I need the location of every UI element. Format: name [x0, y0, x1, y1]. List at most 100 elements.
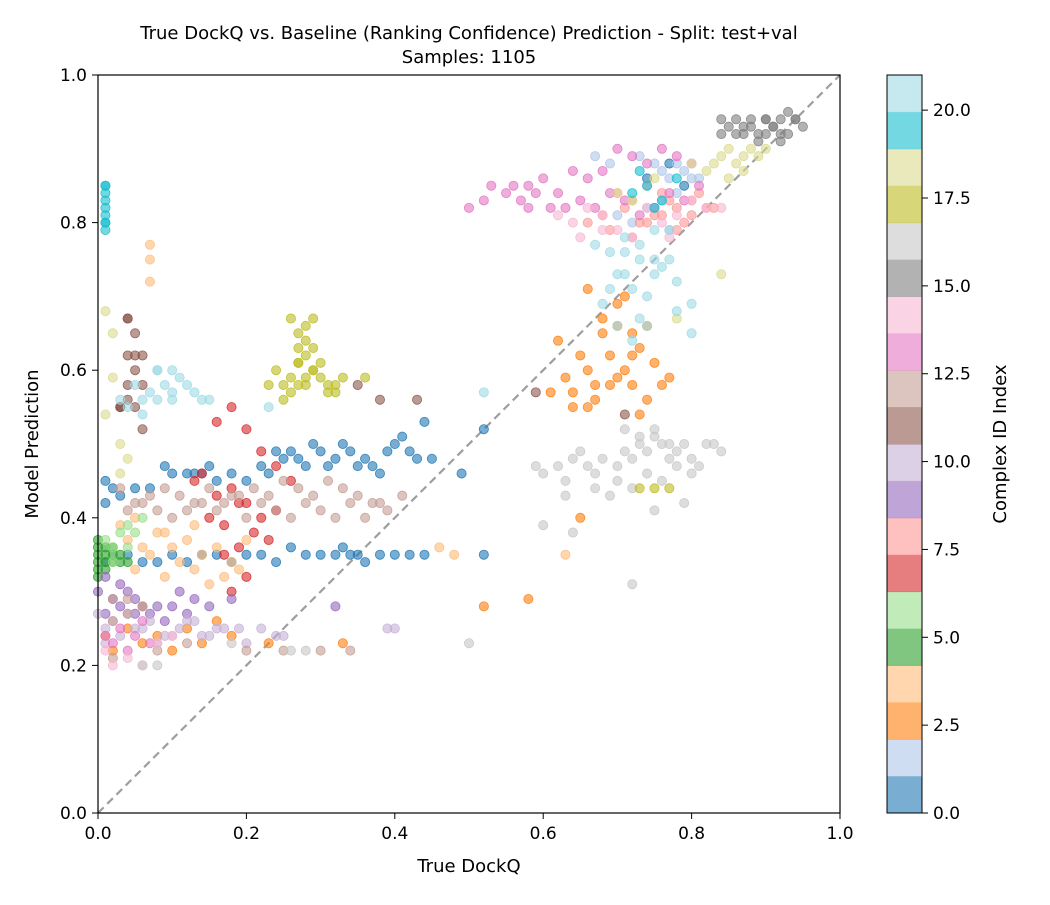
data-point: [656, 217, 667, 228]
data-point: [760, 129, 771, 140]
data-point: [167, 601, 178, 612]
data-point: [241, 512, 252, 523]
data-point: [456, 468, 467, 479]
colorbar-tick-label: 5.0: [933, 628, 960, 648]
data-point: [300, 379, 311, 390]
data-point: [656, 165, 667, 176]
data-point: [619, 365, 630, 376]
data-point: [612, 372, 623, 383]
data-point: [671, 173, 682, 184]
data-point: [263, 490, 274, 501]
data-point: [204, 512, 215, 523]
data-point: [285, 542, 296, 553]
y-tick-label: 0.8: [60, 214, 87, 234]
data-point: [434, 542, 445, 553]
data-point: [582, 365, 593, 376]
data-point: [567, 402, 578, 413]
data-point: [649, 269, 660, 280]
data-point: [167, 630, 178, 641]
data-point: [285, 512, 296, 523]
data-point: [256, 549, 267, 560]
data-point: [137, 542, 148, 553]
colorbar-frame: [886, 74, 923, 814]
data-point: [211, 542, 222, 553]
colorbar-segment: [887, 665, 922, 703]
data-point: [426, 453, 437, 464]
data-point: [627, 379, 638, 390]
data-point: [293, 343, 304, 354]
data-point: [323, 475, 334, 486]
data-point: [679, 180, 690, 191]
data-point: [360, 372, 371, 383]
data-point: [293, 483, 304, 494]
data-point: [382, 446, 393, 457]
data-point: [612, 188, 623, 199]
data-point: [530, 461, 541, 472]
data-point: [597, 165, 608, 176]
data-point: [100, 534, 111, 545]
y-tick-label: 0.6: [60, 361, 87, 381]
data-point: [619, 424, 630, 435]
data-point: [137, 557, 148, 568]
data-point: [271, 630, 282, 641]
y-tick-label: 0.0: [60, 804, 87, 824]
data-point: [619, 232, 630, 243]
data-point: [478, 549, 489, 560]
data-point: [723, 143, 734, 154]
data-point: [130, 328, 141, 339]
colorbar-tick-label: 2.5: [933, 716, 960, 736]
data-point: [144, 254, 155, 265]
data-point: [560, 372, 571, 383]
colorbar-segment: [887, 296, 922, 334]
data-point: [419, 416, 430, 427]
data-point: [760, 143, 771, 154]
data-point: [604, 158, 615, 169]
x-tick-label: 0.6: [530, 824, 557, 844]
data-point: [642, 394, 653, 405]
data-point: [478, 387, 489, 398]
data-point: [256, 623, 267, 634]
data-point: [263, 468, 274, 479]
data-point: [323, 387, 334, 398]
data-point: [248, 483, 259, 494]
data-point: [553, 210, 564, 221]
data-point: [775, 136, 786, 147]
colorbar-tick-label: 15.0: [933, 277, 971, 297]
data-point: [130, 527, 141, 538]
data-point: [122, 402, 133, 413]
chart-title: True DockQ vs. Baseline (Ranking Confide…: [139, 23, 797, 44]
data-point: [790, 114, 801, 125]
data-point: [100, 571, 111, 582]
data-point: [308, 438, 319, 449]
data-point: [374, 549, 385, 560]
y-axis: 0.0 0.2 0.4 0.6 0.8 1.0: [60, 66, 98, 824]
data-point: [664, 254, 675, 265]
data-point: [122, 505, 133, 516]
data-point: [642, 180, 653, 191]
data-point: [575, 350, 586, 361]
data-point: [204, 601, 215, 612]
data-point: [219, 498, 230, 509]
colorbar-segment: [887, 702, 922, 740]
data-point: [226, 557, 237, 568]
data-point: [768, 121, 779, 132]
data-point: [315, 372, 326, 383]
data-point: [100, 645, 111, 656]
data-point: [137, 498, 148, 509]
data-point: [122, 520, 133, 531]
data-point: [345, 645, 356, 656]
data-point: [360, 512, 371, 523]
data-point: [130, 630, 141, 641]
data-point: [337, 372, 348, 383]
data-point: [189, 387, 200, 398]
data-point: [642, 446, 653, 457]
data-point: [649, 424, 660, 435]
x-axis-label: True DockQ: [416, 856, 520, 877]
data-point: [538, 520, 549, 531]
data-point: [182, 638, 193, 649]
data-point: [137, 409, 148, 420]
data-point: [679, 498, 690, 509]
data-point: [196, 468, 207, 479]
data-point: [115, 579, 126, 590]
